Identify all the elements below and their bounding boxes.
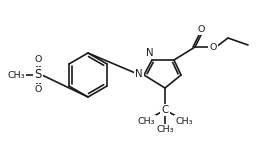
Text: O: O	[34, 85, 42, 94]
Text: O: O	[34, 56, 42, 64]
Text: O: O	[209, 42, 217, 51]
Text: CH₃: CH₃	[137, 117, 155, 126]
Text: N: N	[146, 48, 154, 58]
Text: C: C	[162, 105, 169, 115]
Text: CH₃: CH₃	[175, 117, 193, 126]
Text: CH₃: CH₃	[156, 126, 174, 135]
Text: CH₃: CH₃	[7, 70, 25, 80]
Text: O: O	[197, 24, 205, 33]
Text: N: N	[135, 69, 143, 79]
Text: S: S	[34, 69, 42, 81]
